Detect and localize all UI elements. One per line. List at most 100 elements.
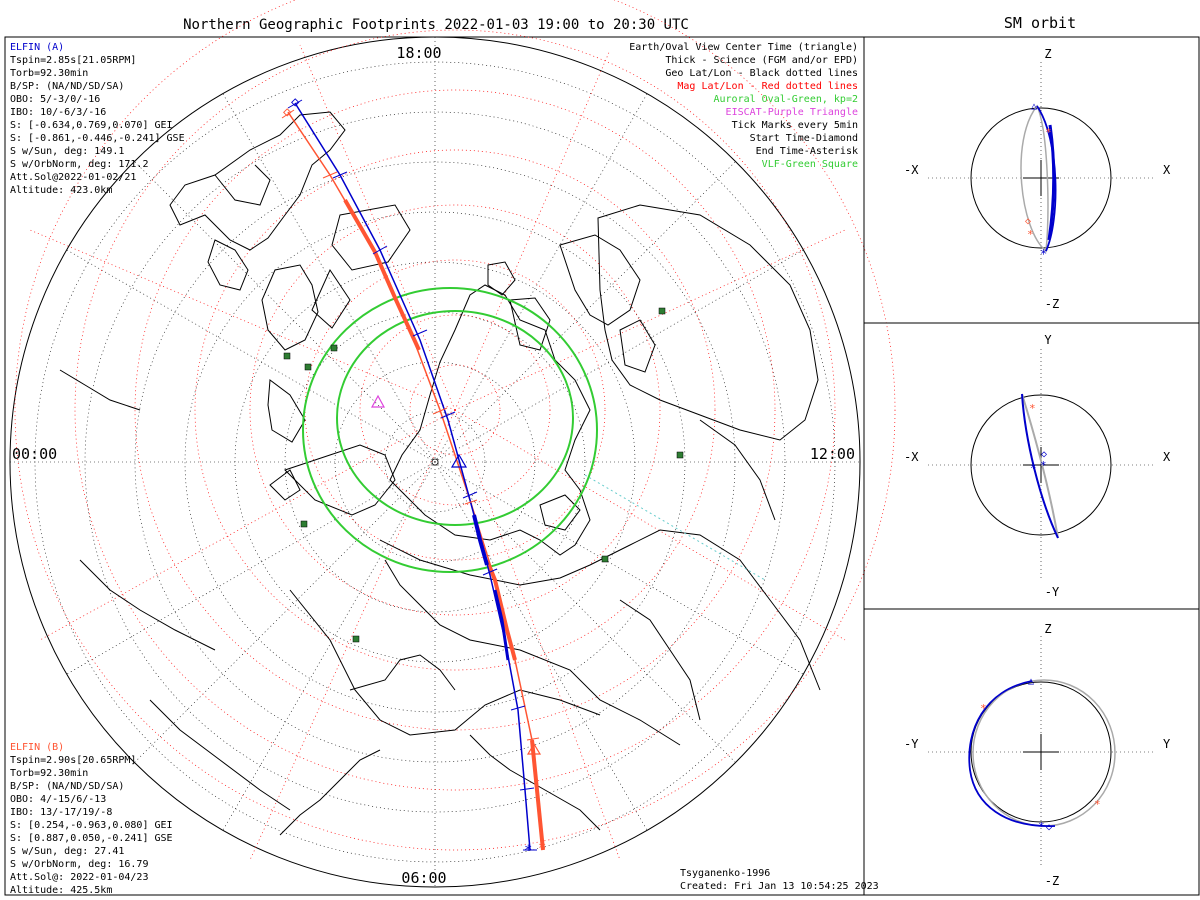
vlf-square xyxy=(352,635,360,643)
orbit-marker: * xyxy=(1027,228,1034,241)
vlf-square xyxy=(300,520,308,528)
elfin-b-science xyxy=(530,739,545,851)
elfin-b-line: S: [0.254,-0.963,0.080] GEI xyxy=(10,820,173,831)
elfin-b-end-marker: * xyxy=(538,841,546,857)
elfin-b-line: S w/OrbNorm, deg: 16.79 xyxy=(10,859,148,870)
vlf-square xyxy=(676,451,684,459)
orbit-marker: * xyxy=(1029,402,1036,415)
elfin-a-line: S w/OrbNorm, deg: 171.2 xyxy=(10,159,148,170)
vlf-square xyxy=(601,555,609,563)
view-center-triangle xyxy=(450,453,468,468)
polar-map: ◇ * ◇ * xyxy=(9,0,896,888)
legend-entry: End Time-Asterisk xyxy=(756,146,858,157)
map-title: Northern Geographic Footprints 2022-01-0… xyxy=(183,17,689,33)
elfin-a-line: IBO: 10/-6/3/-16 xyxy=(10,107,106,118)
earth-circle xyxy=(970,681,1112,823)
legend-entry: Tick Marks every 5min xyxy=(732,120,858,131)
vlf-square xyxy=(304,363,312,371)
earth-circle xyxy=(970,394,1112,536)
orbit-a xyxy=(968,680,1056,827)
elfin-a-line: Tspin=2.85s[21.05RPM] xyxy=(10,55,136,66)
axis-label-right: Y xyxy=(1163,737,1171,751)
elfin-b-start-marker: ◇ xyxy=(283,104,292,120)
view-center-triangle-b xyxy=(526,742,542,755)
elfin-b-name: ELFIN (B) xyxy=(10,742,64,753)
earth-circle xyxy=(970,107,1112,249)
orbit-b xyxy=(1021,393,1059,539)
legend-entry: Earth/Oval View Center Time (triangle) xyxy=(629,42,858,53)
mag-grid xyxy=(14,0,896,861)
orbit-marker: ◇ xyxy=(1025,216,1031,227)
axis-label-left: -Y xyxy=(904,737,919,751)
elfin-b-line: Tspin=2.90s[20.65RPM] xyxy=(10,755,136,766)
axis-label-bottom: -Z xyxy=(1045,297,1059,311)
orbit-marker: * xyxy=(1040,459,1047,472)
axis-label-top: Z xyxy=(1044,622,1051,636)
elfin-b-info: ELFIN (B) Tspin=2.90s[20.65RPM] Torb=92.… xyxy=(10,742,173,896)
elfin-a-line: Att.Sol@2022-01-02/21 xyxy=(10,172,136,183)
orbit-panel-frame xyxy=(863,36,1200,896)
eiscat-triangle xyxy=(370,394,386,408)
elfin-b-line: Altitude: 425.5km xyxy=(10,885,112,896)
elfin-a-track xyxy=(294,102,531,851)
axis-label-top: Y xyxy=(1044,333,1052,347)
elfin-b-science xyxy=(343,199,421,351)
legend-entry: Start Time-Diamond xyxy=(750,133,858,144)
time-label-right: 12:00 xyxy=(810,445,855,463)
elfin-a-line: S: [-0.634,0.769,0.070] GEI xyxy=(10,120,173,131)
elfin-a-name: ELFIN (A) xyxy=(10,42,64,53)
axis-label-top: Z xyxy=(1044,47,1051,61)
elfin-b-line: S w/Sun, deg: 27.41 xyxy=(10,846,124,857)
elfin-a-start-marker: ◇ xyxy=(291,94,300,110)
elfin-a-science xyxy=(493,589,510,661)
auroral-oval xyxy=(302,287,598,573)
orbit-marker: * xyxy=(980,702,987,715)
orbit-marker: * xyxy=(1040,247,1047,261)
orbit-panel-yz: △ * * * ◇ Z -Z -Y Y xyxy=(904,622,1171,888)
orbit-a xyxy=(1021,393,1059,539)
legend-entry: Auroral Oval-Green, kp=2 xyxy=(714,94,859,105)
elfin-a-line: Altitude: 423.0km xyxy=(10,185,112,196)
credit-model: Tsyganenko-1996 xyxy=(680,868,770,879)
orbit-marker: ◇ xyxy=(1046,822,1052,833)
time-label-left: 00:00 xyxy=(12,445,57,463)
orbit-a-science xyxy=(1047,124,1056,241)
axis-label-right: X xyxy=(1163,163,1171,177)
orbit-marker: △ xyxy=(1031,101,1037,112)
elfin-a-line: B/SP: (NA/ND/SD/SA) xyxy=(10,81,124,92)
elfin-b-line: B/SP: (NA/ND/SD/SA) xyxy=(10,781,124,792)
geo-grid xyxy=(10,37,860,887)
elfin-b-line: IBO: 13/-17/19/-8 xyxy=(10,807,112,818)
legend-entry: EISCAT-Purple Triangle xyxy=(726,107,858,118)
elfin-b-line: OBO: 4/-15/6/-13 xyxy=(10,794,106,805)
elfin-a-science xyxy=(472,514,489,566)
pole-marker xyxy=(431,458,439,466)
vlf-square xyxy=(658,307,666,315)
orbit-marker: * xyxy=(1045,126,1052,139)
elfin-a-end-marker: * xyxy=(524,843,532,859)
elfin-b-line: Torb=92.30min xyxy=(10,768,88,779)
orbit-title: SM orbit xyxy=(1004,14,1076,32)
orbit-marker: * xyxy=(1094,798,1101,811)
elfin-a-line: Torb=92.30min xyxy=(10,68,88,79)
credit-created: Created: Fri Jan 13 10:54:25 2023 xyxy=(680,881,879,892)
vlf-square xyxy=(330,344,338,352)
elfin-a-line: S w/Sun, deg: 149.1 xyxy=(10,146,124,157)
legend-entry: VLF-Green Square xyxy=(762,159,858,170)
elfin-a-line: OBO: 5/-3/0/-16 xyxy=(10,94,100,105)
elfin-a-info: ELFIN (A) Tspin=2.85s[21.05RPM] Torb=92.… xyxy=(10,42,185,196)
axis-label-left: -X xyxy=(904,163,919,177)
elfin-b-line: Att.Sol@: 2022-01-04/23 xyxy=(10,872,148,883)
orbit-marker: △ xyxy=(1028,676,1034,687)
legend-entry: Thick - Science (FGM and/or EPD) xyxy=(665,55,858,66)
legend-entry: Geo Lat/Lon - Black dotted lines xyxy=(665,68,858,79)
time-label-bottom: 06:00 xyxy=(401,869,446,887)
orbit-panel-xy: * ◇ * * Y -Y -X X xyxy=(904,333,1171,599)
orbit-marker: * xyxy=(1038,820,1045,833)
orbit-marker: ◇ xyxy=(1041,449,1047,460)
axis-label-right: X xyxy=(1163,450,1171,464)
axis-label-bottom: -Z xyxy=(1045,874,1059,888)
orbit-marker: * xyxy=(1030,462,1037,475)
elfin-b-science xyxy=(485,559,517,661)
